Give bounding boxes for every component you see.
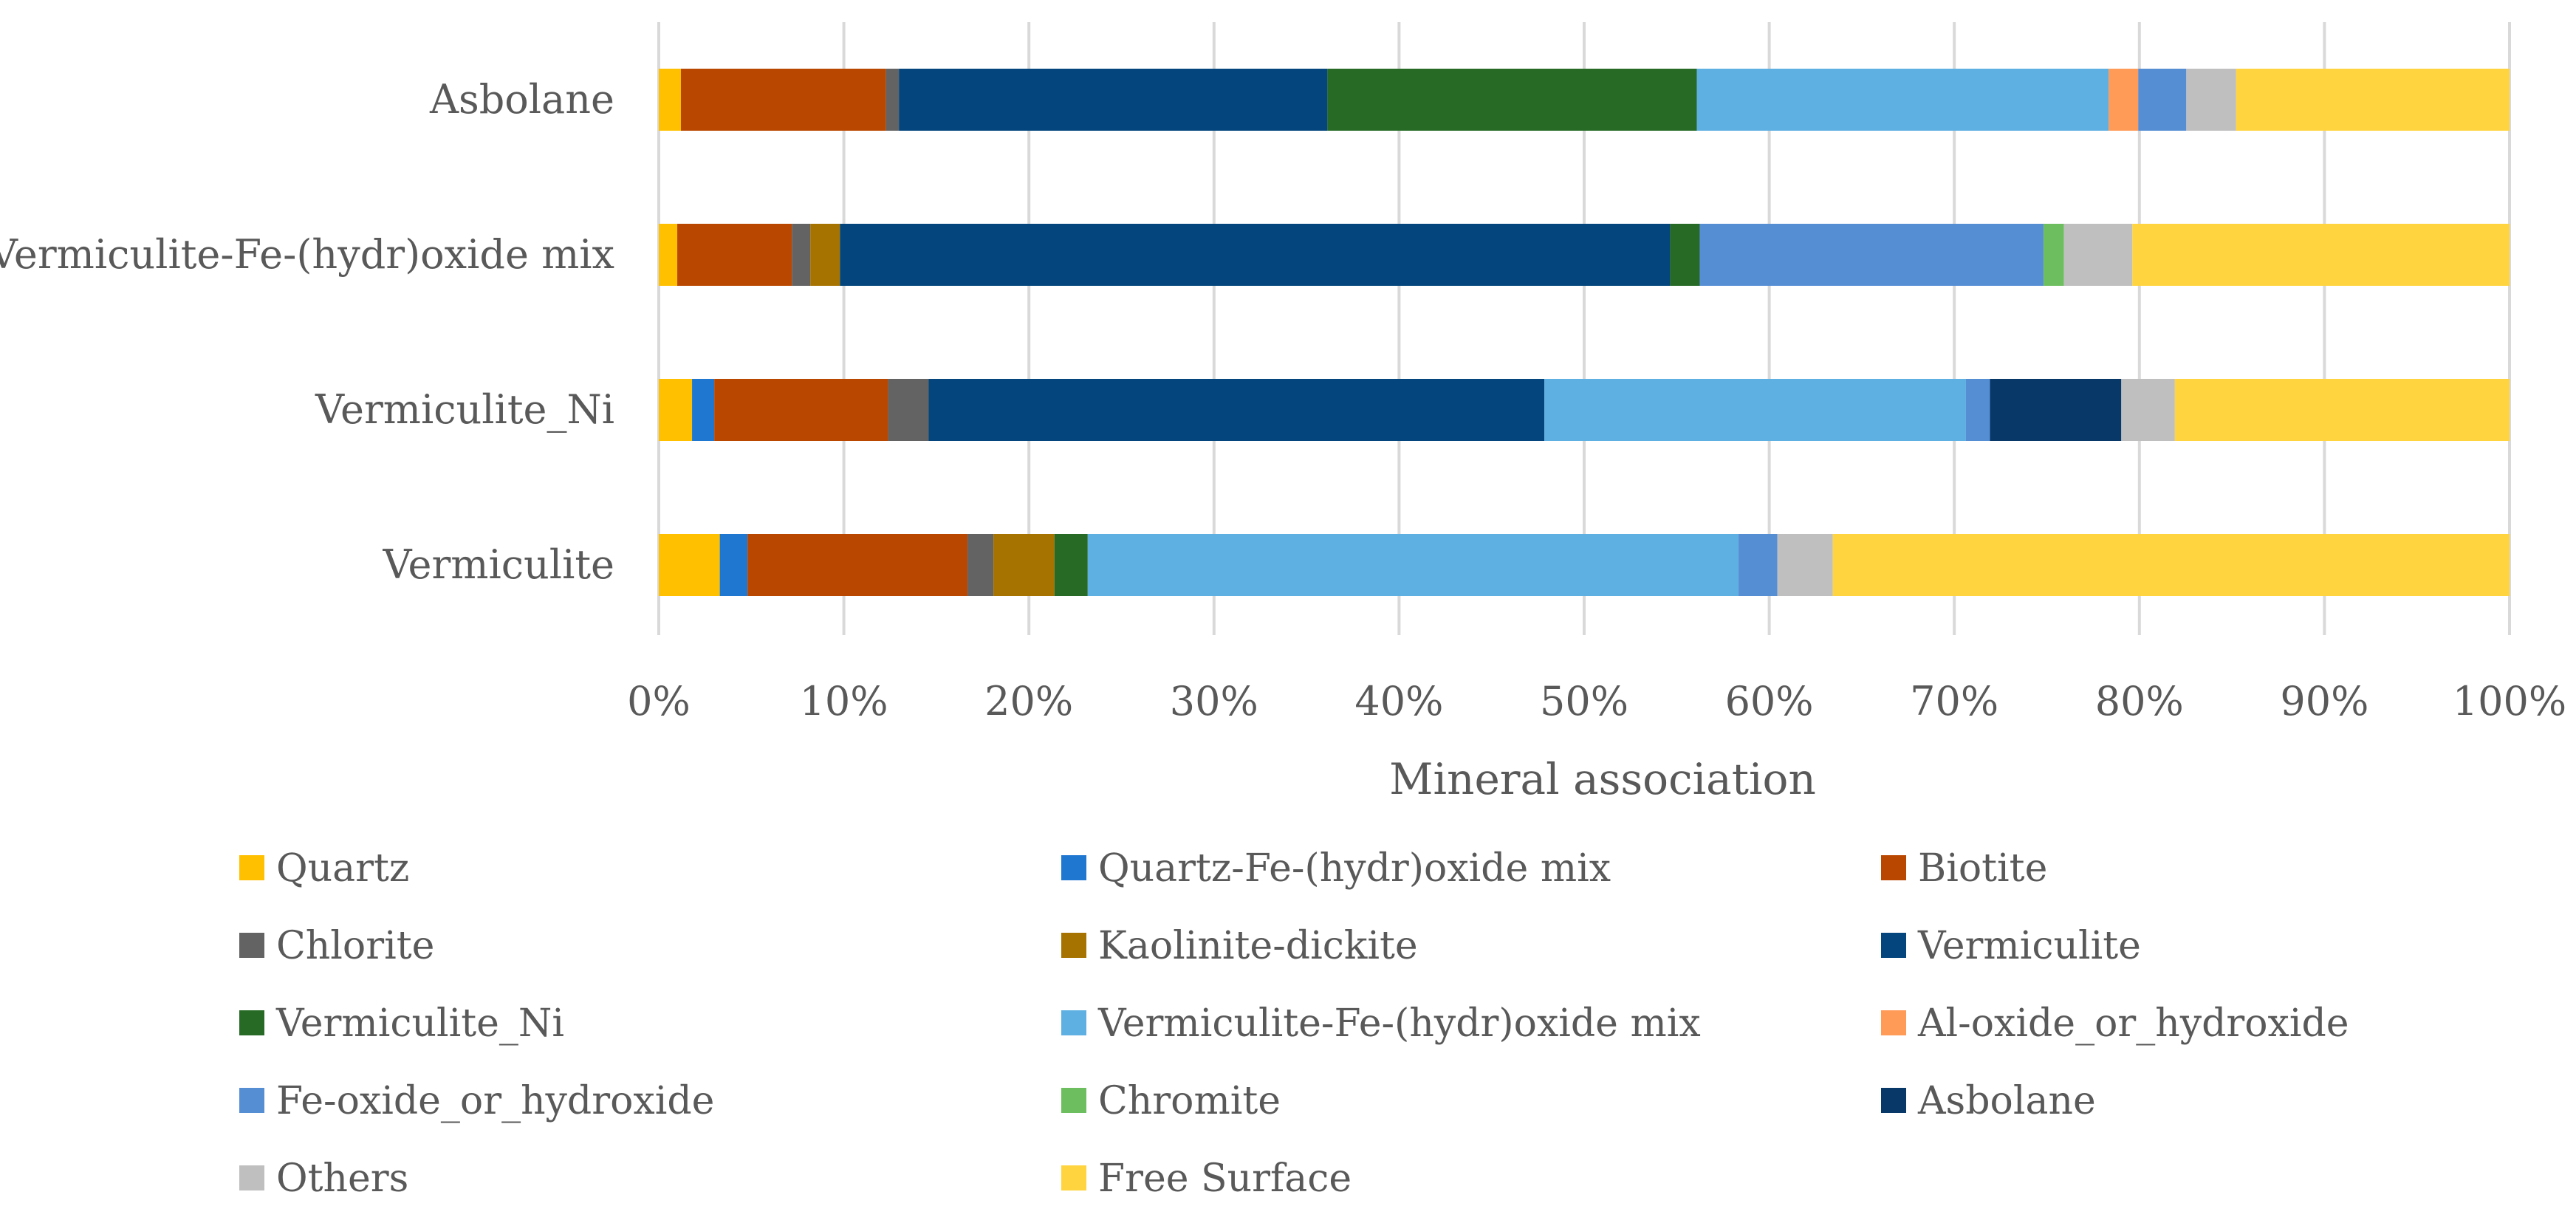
bar-segment [1699, 224, 2044, 286]
x-tick-label: 0% [627, 678, 691, 724]
bar-segment [714, 379, 888, 441]
legend-swatch [1881, 933, 1906, 958]
legend-label: Asbolane [1917, 1079, 2096, 1123]
bar-segment [677, 224, 792, 286]
legend-swatch [239, 1165, 264, 1190]
legend: Quartz Quartz-Fe-(hydr)oxide mix Biotite Ch… [239, 846, 2349, 1201]
legend-swatch [1061, 855, 1086, 880]
bar-segment [692, 379, 715, 441]
x-tick-label: 70% [1910, 678, 1998, 724]
bar-segment [888, 379, 929, 441]
category-label: Asbolane [429, 76, 614, 123]
bar-segment [2236, 69, 2510, 131]
bar-segment [1327, 69, 1697, 131]
bar-segment [719, 534, 748, 596]
legend-swatch [1061, 1088, 1086, 1113]
bars [659, 69, 2510, 596]
bar-segment [1054, 534, 1088, 596]
x-tick-label: 60% [1725, 678, 1814, 724]
category-labels: Asbolane Vermiculite-Fe-(hydr)oxide mix Ve… [0, 76, 614, 588]
x-tick-label: 80% [2095, 678, 2184, 724]
legend-swatch [1881, 1010, 1906, 1035]
category-label: Vermiculite-Fe-(hydr)oxide mix [0, 231, 614, 278]
legend-label: Chromite [1098, 1079, 1281, 1123]
bar-segment [2063, 224, 2133, 286]
bar-segment [1965, 379, 1990, 441]
bar-segment [659, 224, 678, 286]
bar-segment [659, 534, 720, 596]
x-tick-label: 10% [800, 678, 888, 724]
bar-segment [928, 379, 1545, 441]
legend-label: Others [276, 1157, 408, 1201]
bar-segment [967, 534, 994, 596]
bar-segment [1739, 534, 1778, 596]
legend-swatch [1061, 1010, 1086, 1035]
legend-swatch [239, 1088, 264, 1113]
legend-label: Vermiculite [1917, 924, 2141, 968]
x-tick-label: 90% [2280, 678, 2368, 724]
legend-swatch [239, 1010, 264, 1035]
bar-segment [1832, 534, 2510, 596]
legend-swatch [1881, 1088, 1906, 1113]
bar-segment [747, 534, 968, 596]
bar-segment [840, 224, 1671, 286]
bar-segment [1670, 224, 1700, 286]
bar-segment [1777, 534, 1833, 596]
bar-segment [2044, 224, 2064, 286]
x-tick-label: 50% [1540, 678, 1628, 724]
bar-segment [659, 69, 682, 131]
x-tick-label: 40% [1354, 678, 1443, 724]
bar-segment [1990, 379, 2122, 441]
legend-swatch [239, 855, 264, 880]
legend-label: Kaolinite-dickite [1098, 924, 1418, 968]
x-tick-label: 100% [2453, 678, 2566, 724]
bar-segment [810, 224, 840, 286]
x-tick-label: 30% [1170, 678, 1258, 724]
bar-segment [993, 534, 1055, 596]
legend-label: Free Surface [1098, 1157, 1352, 1201]
bar-segment [1544, 379, 1966, 441]
x-tick-labels: 0% 10% 20% 30% 40% 50% 60% 70% 80% 90% 100% [627, 678, 2566, 724]
bar-segment [2138, 69, 2187, 131]
legend-label: Biotite [1918, 846, 2047, 891]
bar-segment [2132, 224, 2510, 286]
legend-swatch [1061, 933, 1086, 958]
legend-label: Fe-oxide_or_hydroxide [276, 1079, 714, 1123]
bar-segment [899, 69, 1328, 131]
legend-label: Al-oxide_or_hydroxide [1917, 1001, 2349, 1046]
bar-segment [2121, 379, 2175, 441]
legend-swatch [1881, 855, 1906, 880]
bar-segment [659, 379, 693, 441]
bar-segment [1087, 534, 1739, 596]
bar-segment [886, 69, 900, 131]
category-label: Vermiculite [382, 541, 614, 588]
bar-segment [2174, 379, 2510, 441]
x-axis-title: Mineral association [1389, 754, 1816, 804]
legend-label: Quartz-Fe-(hydr)oxide mix [1098, 846, 1611, 891]
category-label: Vermiculite_Ni [315, 386, 614, 433]
bar-segment [681, 69, 886, 131]
legend-label: Chlorite [276, 924, 434, 968]
legend-label: Vermiculite_Ni [275, 1001, 564, 1046]
bar-segment [1696, 69, 2109, 131]
bar-segment [792, 224, 811, 286]
bar-segment [2186, 69, 2236, 131]
legend-label: Vermiculite-Fe-(hydr)oxide mix [1097, 1001, 1701, 1046]
legend-label: Quartz [276, 846, 409, 891]
legend-swatch [239, 933, 264, 958]
legend-swatch [1061, 1165, 1086, 1190]
x-tick-label: 20% [984, 678, 1073, 724]
bar-segment [2109, 69, 2139, 131]
